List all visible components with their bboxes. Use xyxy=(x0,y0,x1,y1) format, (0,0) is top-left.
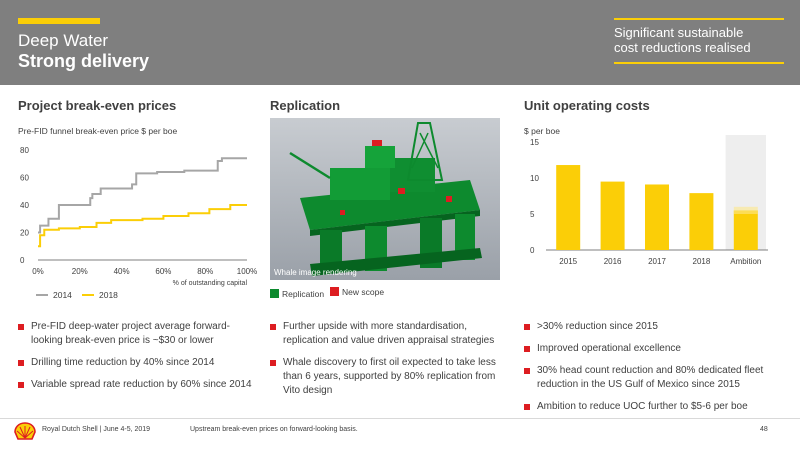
left-chart-subtitle: Pre-FID funnel break-even price $ per bo… xyxy=(18,126,178,136)
series-line-2014 xyxy=(38,157,247,234)
y-tick-label: 15 xyxy=(530,138,539,147)
image-caption: Whale image rendering xyxy=(274,268,357,277)
callout-line1: Significant sustainable xyxy=(614,25,744,40)
platform-illustration xyxy=(270,118,500,280)
y-tick-label: 60 xyxy=(20,174,29,183)
x-tick-label: 2016 xyxy=(604,257,622,266)
header-band xyxy=(0,0,800,85)
right-bullet-item: Ambition to reduce UOC further to $5-6 p… xyxy=(524,400,774,414)
left-section-title: Project break-even prices xyxy=(18,98,177,113)
right-bullet-item: 30% head count reduction and 80% dedicat… xyxy=(524,364,774,392)
y-tick-label: 0 xyxy=(20,256,25,265)
break-even-line-chart: 0 20 40 60 80 0% 20% 40% 60% 80% 100% % of outstand… xyxy=(20,146,257,300)
footer-note: Upstream break-even prices on forward-lo… xyxy=(190,426,358,433)
bar-2016 xyxy=(600,181,625,250)
y-tick-label: 20 xyxy=(20,229,29,238)
x-tick-label: 80% xyxy=(197,267,213,276)
replication-swatch xyxy=(270,289,279,298)
x-tick-label: 2018 xyxy=(693,257,711,266)
legend-label-2014: 2014 xyxy=(53,290,72,300)
legend-label-2018: 2018 xyxy=(99,290,118,300)
ambition-range-band xyxy=(733,206,758,214)
page-number: 48 xyxy=(760,426,768,433)
x-tick-label: 0% xyxy=(32,267,44,276)
x-tick-label: 40% xyxy=(114,267,130,276)
new-scope-legend-label: New scope xyxy=(342,287,385,297)
callout-line2: cost reductions realised xyxy=(614,40,751,55)
shell-logo-icon xyxy=(14,422,36,440)
y-tick-label: 5 xyxy=(530,210,535,219)
middle-bullet-item: Further upside with more standardisation… xyxy=(270,320,510,348)
footer-company: Royal Dutch Shell | June 4-5, 2019 xyxy=(42,426,151,433)
replication-legend-label: Replication xyxy=(282,289,325,299)
y-tick-label: 80 xyxy=(20,146,29,155)
x-tick-label: 20% xyxy=(72,267,88,276)
left-bullet-item: Drilling time reduction by 40% since 201… xyxy=(18,356,258,370)
middle-bullets: Further upside with more standardisation… xyxy=(270,320,510,406)
right-bullet-item: Improved operational excellence xyxy=(524,342,774,356)
new-scope-swatch xyxy=(330,287,339,296)
right-bullets: >30% reduction since 2015 Improved opera… xyxy=(524,320,774,422)
footer-divider xyxy=(0,418,800,419)
y-tick-label: 0 xyxy=(530,246,535,255)
series-line-2018 xyxy=(38,204,247,248)
new-scope-legend-item: New scope xyxy=(330,287,384,297)
bar-2015 xyxy=(556,165,581,250)
left-bullets: Pre-FID deep-water project average forwa… xyxy=(18,320,258,400)
bar-Ambition xyxy=(733,210,758,250)
key-message-callout: Significant sustainable cost reductions … xyxy=(614,18,784,64)
y-tick-label: 40 xyxy=(20,201,29,210)
middle-section-title: Replication xyxy=(270,98,341,113)
x-tick-label: 100% xyxy=(237,267,257,276)
x-tick-label: 60% xyxy=(155,267,171,276)
bar-2018 xyxy=(689,193,714,250)
x-tick-label: Ambition xyxy=(730,257,761,266)
left-bullet-item: Pre-FID deep-water project average forwa… xyxy=(18,320,258,348)
x-tick-label: 2015 xyxy=(559,257,577,266)
whale-platform-image xyxy=(270,118,500,280)
accent-bar xyxy=(18,18,100,24)
right-section-title: Unit operating costs xyxy=(524,98,650,113)
x-tick-label: 2017 xyxy=(648,257,666,266)
right-bullet-item: >30% reduction since 2015 xyxy=(524,320,774,334)
page-title-line1: Deep Water xyxy=(18,31,109,50)
left-bullet-item: Variable spread rate reduction by 60% si… xyxy=(18,378,258,392)
replication-legend-item: Replication xyxy=(270,289,324,299)
right-chart-subtitle: $ per boe xyxy=(524,126,560,136)
page-title-line2: Strong delivery xyxy=(18,51,150,71)
y-tick-label: 10 xyxy=(530,174,539,183)
bar-2017 xyxy=(645,184,669,250)
unit-operating-costs-bar-chart: 0 5 10 15 2015 2016 2017 2018 Ambition xyxy=(530,135,768,266)
middle-bullet-item: Whale discovery to first oil expected to… xyxy=(270,356,510,398)
x-axis-title: % of outstanding capital xyxy=(173,280,248,287)
